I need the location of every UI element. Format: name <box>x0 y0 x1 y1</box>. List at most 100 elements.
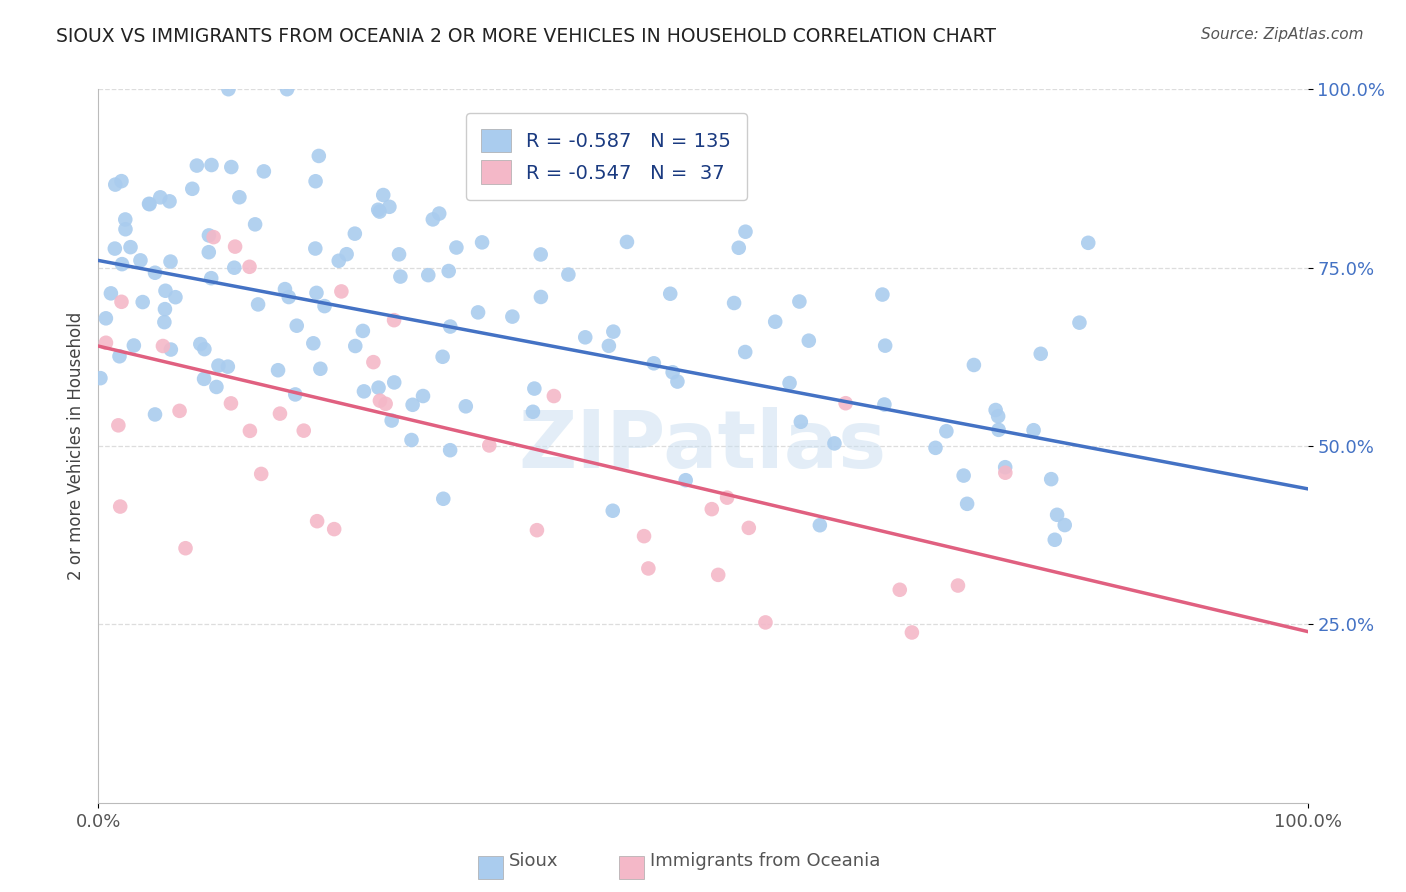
Point <box>200 158 222 172</box>
Point <box>401 433 423 447</box>
Point <box>952 468 974 483</box>
Point <box>197 245 219 260</box>
Point <box>924 441 946 455</box>
Point <box>616 235 638 249</box>
Point <box>284 387 307 401</box>
Point <box>308 149 330 163</box>
Point <box>110 174 132 188</box>
Point <box>1040 472 1063 486</box>
Text: ZIPatlas: ZIPatlas <box>519 407 887 485</box>
Point <box>956 497 979 511</box>
Point <box>716 491 738 505</box>
Point <box>149 190 172 204</box>
Point <box>181 182 204 196</box>
Point <box>602 504 624 518</box>
Point <box>238 260 260 274</box>
Point <box>557 268 579 282</box>
Point <box>277 290 299 304</box>
Point <box>987 423 1010 437</box>
Text: Sioux: Sioux <box>509 852 558 870</box>
Point <box>984 403 1007 417</box>
Point <box>193 372 215 386</box>
Point <box>239 424 262 438</box>
Point <box>530 247 553 261</box>
Point <box>100 286 122 301</box>
Point <box>401 398 423 412</box>
Point <box>352 324 374 338</box>
Point <box>314 299 336 313</box>
Text: Source: ZipAtlas.com: Source: ZipAtlas.com <box>1201 27 1364 42</box>
Point <box>120 240 142 254</box>
Point <box>217 82 239 96</box>
Point <box>129 253 152 268</box>
Point <box>797 334 820 348</box>
Point <box>994 466 1017 480</box>
Point <box>526 523 548 537</box>
Point <box>343 227 366 241</box>
Point <box>274 282 297 296</box>
Text: SIOUX VS IMMIGRANTS FROM OCEANIA 2 OR MORE VEHICLES IN HOUSEHOLD CORRELATION CHA: SIOUX VS IMMIGRANTS FROM OCEANIA 2 OR MO… <box>56 27 997 45</box>
Point <box>382 313 405 327</box>
Point <box>305 285 328 300</box>
Point <box>247 297 270 311</box>
Point <box>138 197 160 211</box>
Point <box>1077 235 1099 250</box>
Point <box>790 415 813 429</box>
Point <box>309 361 332 376</box>
Point <box>574 330 596 344</box>
Point <box>228 190 250 204</box>
Point <box>727 241 749 255</box>
Point <box>633 529 655 543</box>
Point <box>143 408 166 422</box>
Point <box>207 359 229 373</box>
Point <box>138 196 160 211</box>
Point <box>501 310 523 324</box>
Point <box>368 393 391 408</box>
Point <box>353 384 375 399</box>
Point <box>153 302 176 317</box>
Point <box>478 438 501 452</box>
Point <box>219 396 242 410</box>
Point <box>467 305 489 319</box>
Point <box>143 266 166 280</box>
Point <box>373 188 395 202</box>
Point <box>422 212 444 227</box>
Point <box>779 376 801 390</box>
Point <box>330 285 353 299</box>
Point <box>1043 533 1066 547</box>
Point <box>367 381 389 395</box>
Point <box>367 202 389 217</box>
Point <box>963 358 986 372</box>
Point <box>193 342 215 356</box>
Point <box>159 254 181 268</box>
Point <box>323 522 346 536</box>
Point <box>1053 518 1076 533</box>
Point <box>108 349 131 363</box>
Point <box>994 460 1017 475</box>
Point <box>104 178 127 192</box>
Point <box>94 335 117 350</box>
Point <box>1029 347 1052 361</box>
Point <box>114 212 136 227</box>
Point <box>530 290 553 304</box>
Point <box>368 204 391 219</box>
Point <box>108 500 131 514</box>
Point <box>114 222 136 236</box>
Point <box>1046 508 1069 522</box>
Point <box>89 371 111 385</box>
Point <box>221 160 243 174</box>
Point <box>388 247 411 261</box>
Point <box>253 164 276 178</box>
Point <box>427 206 450 220</box>
Point <box>808 518 831 533</box>
Point <box>1022 423 1045 437</box>
Point <box>174 541 197 556</box>
Point <box>454 400 477 414</box>
Point <box>292 424 315 438</box>
Point <box>675 473 697 487</box>
Point <box>763 315 786 329</box>
Point <box>186 159 208 173</box>
Point <box>285 318 308 333</box>
Point <box>738 521 761 535</box>
Point <box>122 338 145 352</box>
